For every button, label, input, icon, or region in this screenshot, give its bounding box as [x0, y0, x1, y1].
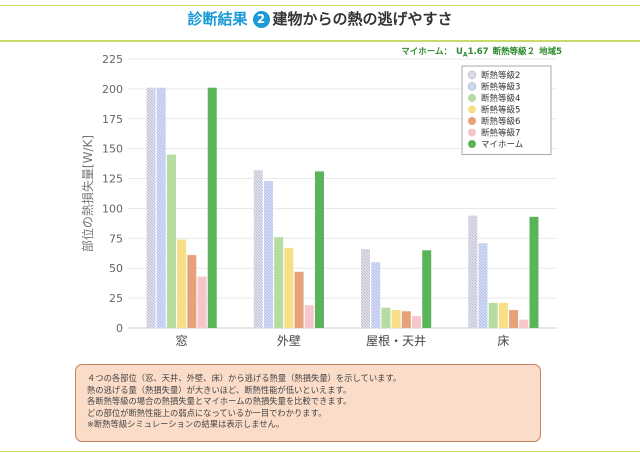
y-tick-label: 25 [109, 292, 123, 305]
bar-1-0 [253, 170, 263, 328]
category-label: 窓 [176, 333, 188, 348]
bar-1-4 [294, 271, 304, 328]
heat-loss-bar-chart: 0 25 50 75 100 125 150 175 200 225 部位の熱損失量[W/K] 窓… [80, 53, 557, 348]
bar-2-3 [391, 310, 401, 328]
title-diagnosis: 診断結果 [187, 10, 248, 28]
y-tick-label: 100 [102, 202, 123, 215]
category-label: 外壁 [277, 333, 301, 348]
y-tick-label: 50 [109, 262, 123, 275]
bar-1-5 [304, 305, 314, 328]
legend-marker [468, 105, 476, 114]
bar-1-1 [263, 180, 273, 328]
note-line-4: どの部位が断熱性能上の弱点になっているか一目でわかります。 [87, 407, 327, 418]
legend-marker [467, 70, 477, 80]
home-grade: 断熱等級２ [492, 47, 536, 57]
ua-value: UA1.67 [456, 47, 489, 59]
bar-2-5 [412, 316, 422, 328]
bar-0-2 [166, 154, 176, 328]
title-text: 建物からの熱の逃げやすさ [272, 10, 453, 28]
note-line-3: 各断熱等級の場合の熱損失量とマイホームの熱損失量を比較できます。 [87, 396, 352, 407]
bar-2-0 [361, 249, 371, 328]
legend-marker [468, 117, 476, 125]
bar-2-1 [371, 262, 381, 328]
bar-3-2 [488, 302, 498, 328]
legend-label: マイホーム [481, 140, 523, 150]
x-axis-categories: 窓 外壁 屋根・天井 床 [176, 333, 510, 348]
legend-marker [468, 140, 476, 148]
page-title: 診断結果 2 建物からの熱の逃げやすさ [0, 8, 640, 29]
legend-label: 断熱等級5 [481, 105, 520, 116]
ua-number: 1.67 [467, 47, 489, 57]
bar-0-3 [177, 239, 187, 328]
step-number-badge: 2 [252, 11, 270, 28]
category-label: 屋根・天井 [366, 334, 426, 348]
legend-marker [467, 82, 477, 91]
bar-1-6 [314, 171, 324, 328]
legend-box [461, 65, 552, 155]
bar-1-3 [284, 247, 294, 328]
note-line-2: 熱の逃げる量（熱損失量）が大きいほど、断熱性能が低いといえます。 [87, 384, 352, 395]
y-axis-ticks: 0 25 50 75 100 125 150 175 200 225 [102, 53, 123, 335]
header-rule [0, 40, 640, 42]
legend-label: 断熱等級7 [481, 128, 520, 139]
bar-3-1 [478, 243, 488, 328]
bar-0-6 [207, 87, 217, 328]
bar-2-4 [401, 311, 411, 328]
y-tick-label: 150 [102, 143, 123, 156]
legend-label: 断熱等級4 [481, 93, 520, 104]
y-axis-label: 部位の熱損失量[W/K] [80, 135, 95, 252]
bar-0-0 [146, 87, 156, 328]
bar-3-5 [519, 319, 529, 328]
top-rule [0, 5, 640, 6]
bar-3-6 [529, 216, 539, 328]
legend-label: 断熱等級3 [481, 82, 520, 93]
bar-0-5 [197, 276, 207, 328]
y-tick-label: 175 [102, 113, 123, 126]
explanation-note: ４つの各部位（窓、天井、外壁、床）から逃げる熱量（熱損失量）を示しています。 熱… [75, 364, 541, 442]
category-label: 床 [497, 334, 509, 348]
bar-2-6 [422, 250, 432, 328]
y-tick-label: 75 [109, 232, 123, 245]
legend-label: 断熱等級2 [481, 70, 520, 81]
home-region: 地域5 [539, 47, 562, 57]
legend-label: 断熱等級6 [481, 116, 520, 127]
bar-3-0 [468, 215, 478, 328]
bar-0-4 [187, 255, 197, 328]
bar-2-2 [381, 307, 391, 328]
y-tick-label: 225 [102, 53, 123, 66]
bars [146, 87, 539, 328]
bar-3-3 [498, 302, 508, 328]
ua-subscript: A [462, 51, 468, 59]
legend-marker [468, 128, 476, 137]
bar-1-2 [274, 237, 284, 328]
bar-0-1 [156, 87, 166, 328]
ua-symbol: U [456, 47, 463, 57]
bottom-rule [0, 451, 640, 452]
note-line-5: ※断熱等級シミュレーションの結果は表示しません。 [87, 419, 285, 430]
y-tick-label: 200 [102, 83, 123, 96]
legend-marker [468, 94, 476, 102]
bar-3-4 [509, 310, 519, 328]
home-info: マイホーム： UA1.67 断熱等級２ 地域5 [397, 45, 562, 59]
y-tick-label: 0 [116, 322, 123, 335]
y-tick-label: 125 [102, 173, 123, 186]
note-line-1: ４つの各部位（窓、天井、外壁、床）から逃げる熱量（熱損失量）を示しています。 [87, 373, 402, 383]
home-label: マイホーム： [401, 47, 453, 57]
